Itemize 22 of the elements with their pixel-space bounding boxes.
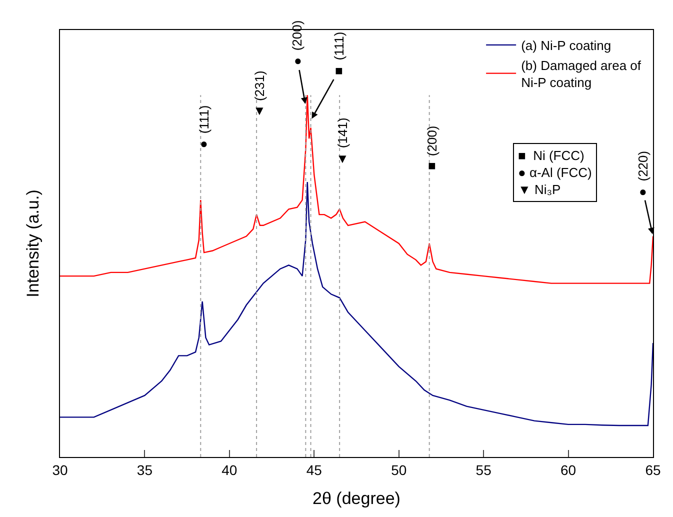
annotation: ● (220) <box>636 150 651 199</box>
annotation: ▼ (231) <box>252 70 268 118</box>
annotation: ● (111) <box>196 105 212 151</box>
annotation: ● α-Al (FCC) <box>518 164 592 180</box>
annotation: ● (200) <box>290 20 305 68</box>
x-tick-label: 35 <box>136 462 153 478</box>
y-axis-title: Intensity (a.u.) <box>24 190 43 298</box>
x-tick-label: 55 <box>476 462 492 478</box>
x-axis-title: 2θ (degree) <box>312 489 400 508</box>
annotation: ■ (111) <box>331 32 346 78</box>
annotation: ■ (200) <box>424 126 440 173</box>
annotation: ▼ (141) <box>335 118 350 166</box>
legend-label: (a) Ni-P coating <box>521 38 612 54</box>
x-tick-label: 60 <box>560 462 576 478</box>
annotation: ■ Ni (FCC) <box>518 148 584 163</box>
x-tick-label: 65 <box>645 462 661 478</box>
x-tick-label: 45 <box>306 462 322 478</box>
legend-label: (b) Damaged area of Ni-P coating <box>521 58 642 90</box>
annotation: ▼ Ni₃P <box>518 182 561 197</box>
x-tick-label: 30 <box>52 462 68 478</box>
x-tick-label: 50 <box>391 462 407 478</box>
x-tick-label: 40 <box>222 462 238 478</box>
